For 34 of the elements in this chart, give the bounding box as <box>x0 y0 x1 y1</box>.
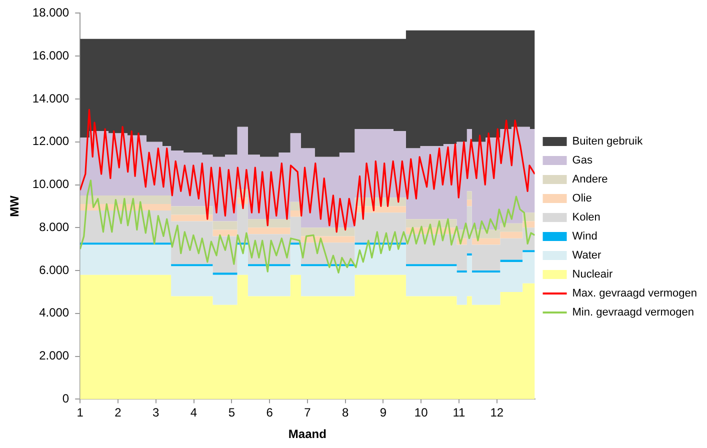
y-tick-label: 18.000 <box>32 6 70 20</box>
legend-label: Gas <box>572 154 593 167</box>
legend-label: Min. gevraagd vermogen <box>572 306 694 319</box>
y-tick-label: 14.000 <box>32 91 70 106</box>
x-tick-label: 9 <box>380 406 387 420</box>
y-tick-label: 2.000 <box>39 348 70 363</box>
y-tick-label: 0 <box>62 392 70 406</box>
x-tick-label: 11 <box>452 406 466 420</box>
y-tick-label: 6.000 <box>39 262 70 277</box>
legend-label: Andere <box>572 174 608 186</box>
y-tick-label: 8.000 <box>39 220 70 234</box>
y-tick-label: 4.000 <box>39 306 70 320</box>
x-tick-label: 8 <box>342 406 349 420</box>
legend-label: Kolen <box>572 212 600 224</box>
x-tick-label: 10 <box>414 406 428 420</box>
y-tick-label: 16.000 <box>32 48 70 62</box>
x-tick-label: 7 <box>304 406 312 420</box>
legend-label: Water <box>572 250 602 262</box>
x-tick-label: 6 <box>266 406 274 420</box>
legend-label: Wind <box>572 230 598 243</box>
legend-label: Nucleair <box>572 268 613 281</box>
legend-label: Olie <box>572 192 592 205</box>
y-tick-label: 12.000 <box>32 134 70 148</box>
x-axis-title: Maand <box>288 427 326 442</box>
y-tick-label: 10.000 <box>32 177 70 192</box>
x-tick-label: 3 <box>152 406 160 420</box>
x-tick-label: 12 <box>490 406 504 420</box>
legend-label: Buiten gebruik <box>572 136 644 148</box>
x-tick-label: 4 <box>190 406 198 420</box>
x-tick-label: 5 <box>228 406 236 420</box>
legend-label: Max. gevraagd vermogen <box>572 288 697 300</box>
x-tick-label: 2 <box>114 406 122 420</box>
y-axis-title: MW <box>8 194 22 217</box>
x-tick-label: 1 <box>76 406 84 420</box>
